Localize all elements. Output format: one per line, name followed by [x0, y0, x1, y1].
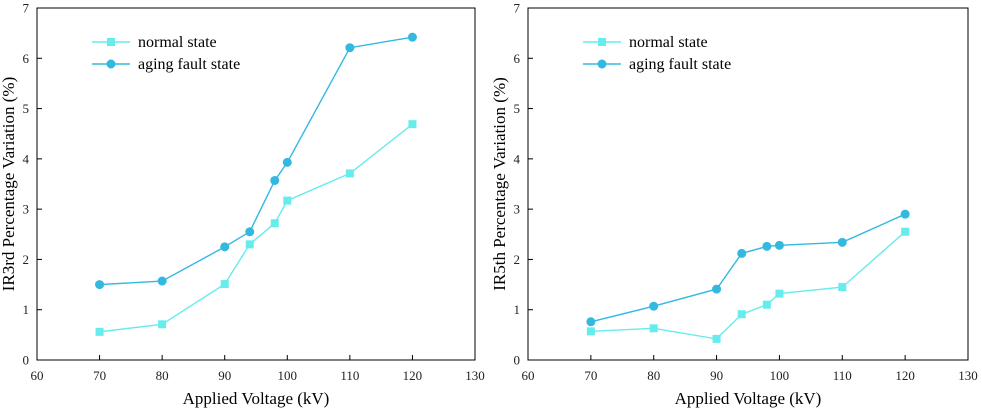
- series-line-normal: [99, 123, 413, 333]
- y-tick-label: 4: [23, 151, 30, 166]
- x-tick-label: 100: [278, 368, 298, 383]
- data-point: [345, 43, 355, 53]
- y-tick-label: 0: [514, 353, 521, 368]
- data-point: [408, 120, 417, 129]
- x-tick-label: 70: [584, 368, 597, 383]
- x-tick-label: 120: [403, 368, 423, 383]
- data-point: [712, 334, 721, 343]
- data-point: [649, 324, 658, 333]
- data-point: [95, 327, 104, 336]
- legend: normal state aging fault state: [583, 34, 731, 73]
- y-tick-label: 3: [514, 202, 521, 217]
- data-point: [775, 289, 784, 298]
- data-point: [157, 276, 167, 286]
- x-tick-label: 80: [156, 368, 169, 383]
- y-tick-label: 2: [23, 252, 30, 267]
- y-tick-label: 1: [514, 302, 521, 317]
- data-point: [95, 280, 105, 290]
- y-tick-label: 5: [23, 101, 30, 116]
- chart-ir5th: 60 70 80 90 100 110 120 130 0 1 2 3 4 5 6 7 IR5th Perce…: [490, 1, 978, 409]
- data-point: [220, 280, 229, 289]
- series-line-normal: [590, 231, 906, 340]
- x-tick-label: 80: [647, 368, 660, 383]
- y-tick-label: 6: [23, 51, 30, 66]
- x-tick-label: 60: [31, 368, 44, 383]
- x-tick-label: 60: [522, 368, 535, 383]
- data-point: [245, 227, 255, 237]
- y-tick-label: 6: [514, 51, 521, 66]
- y-axis-title: IR5th Percentage Variation (%): [490, 77, 509, 291]
- legend-marker-circle: [597, 59, 607, 69]
- data-point: [737, 310, 746, 319]
- data-point: [270, 175, 280, 185]
- x-axis-title: Applied Voltage (kV): [675, 389, 822, 408]
- x-tick-label: 100: [770, 368, 790, 383]
- plot-frame: [36, 7, 476, 361]
- y-tick-label: 7: [23, 1, 30, 16]
- series-line-aging: [99, 36, 413, 286]
- chart-ir3rd: 60 70 80 90 100 110 120 130 0 1 2 3 4 5 6 7 IR3rd Perce…: [0, 1, 485, 409]
- data-point: [345, 169, 354, 178]
- x-tick-label: 90: [710, 368, 723, 383]
- data-point: [282, 157, 292, 167]
- legend-label-normal: normal state: [629, 34, 708, 51]
- y-tick-label: 0: [23, 353, 30, 368]
- data-point: [158, 320, 167, 329]
- y-tick-label: 2: [514, 252, 521, 267]
- data-point: [712, 284, 722, 294]
- x-tick-label: 130: [958, 368, 978, 383]
- y-axis-title: IR3rd Percentage Variation (%): [0, 77, 18, 291]
- data-point: [762, 300, 771, 309]
- x-tick-label: 120: [895, 368, 915, 383]
- legend-label-aging: aging fault state: [138, 56, 240, 73]
- data-point: [407, 32, 417, 42]
- data-point: [838, 283, 847, 292]
- x-tick-label: 110: [340, 368, 359, 383]
- data-point: [774, 240, 784, 250]
- data-point: [586, 327, 595, 336]
- y-tick-label: 3: [23, 202, 30, 217]
- data-point: [283, 196, 292, 205]
- data-point: [220, 242, 230, 252]
- data-point: [270, 219, 279, 228]
- data-point: [737, 248, 747, 258]
- x-tick-label: 90: [218, 368, 231, 383]
- x-tick-label: 110: [833, 368, 852, 383]
- legend-label-normal: normal state: [138, 34, 217, 51]
- y-tick-label: 4: [514, 151, 521, 166]
- legend: normal state aging fault state: [92, 34, 240, 73]
- plot-frame: [527, 7, 969, 361]
- y-tick-label: 1: [23, 302, 30, 317]
- series-line-aging: [590, 213, 906, 323]
- x-tick-label: 130: [465, 368, 485, 383]
- data-point: [762, 241, 772, 251]
- data-point: [586, 317, 596, 327]
- legend-label-aging: aging fault state: [629, 56, 731, 73]
- legend-marker-circle: [106, 59, 116, 69]
- data-point: [901, 227, 910, 236]
- legend-marker-square: [598, 38, 606, 46]
- data-point: [837, 237, 847, 247]
- data-point: [649, 301, 659, 311]
- legend-marker-square: [107, 38, 115, 46]
- y-tick-label: 7: [514, 1, 521, 16]
- x-tick-label: 70: [93, 368, 106, 383]
- data-point: [900, 209, 910, 219]
- data-point: [245, 240, 254, 249]
- y-tick-label: 5: [514, 101, 521, 116]
- x-axis-title: Applied Voltage (kV): [183, 389, 330, 408]
